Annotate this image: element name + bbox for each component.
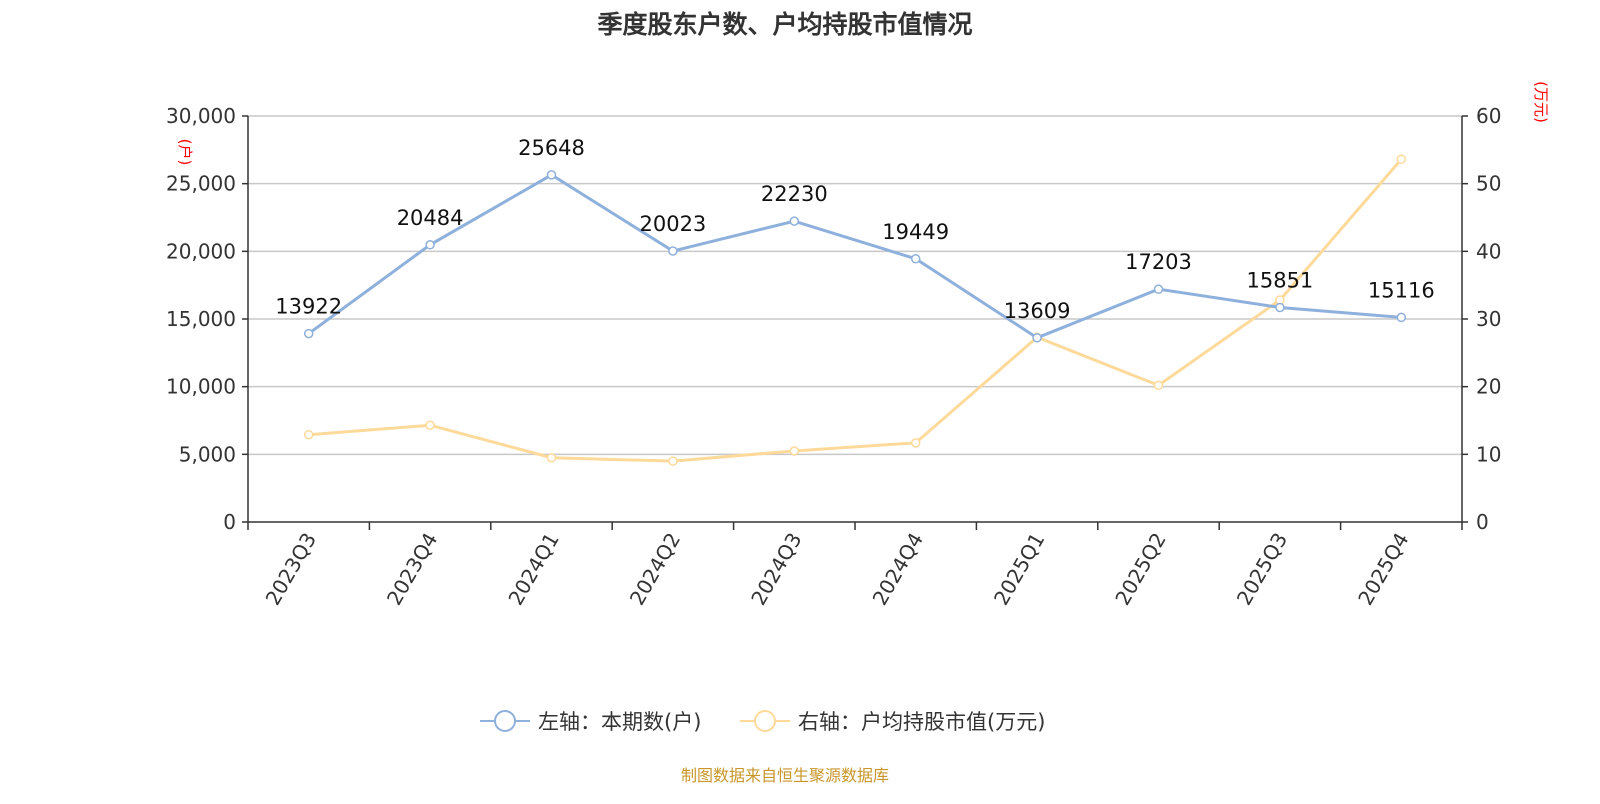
right-tick-label: 60 [1476,104,1501,128]
data-label: 15851 [1246,268,1313,292]
data-label: 13609 [1004,299,1071,323]
data-label: 20484 [397,206,464,230]
left-axis-unit: (户) [176,139,194,166]
x-tick-label: 2025Q4 [1353,529,1413,610]
x-tick-label: 2024Q3 [746,529,806,610]
data-label: 22230 [761,182,828,206]
left-tick-label: 10,000 [166,375,236,399]
legend-label: 右轴：户均持股市值(万元) [798,710,1045,734]
data-point-right [789,446,800,456]
x-tick-label: 2023Q4 [382,529,442,610]
data-label: 25648 [518,136,585,160]
data-point-right [668,456,678,466]
x-tick-label: 2024Q4 [868,529,928,610]
x-tick-label: 2025Q2 [1110,529,1170,610]
data-point-left [1153,284,1164,294]
data-label: 13922 [275,295,342,319]
left-tick-label: 15,000 [166,307,236,331]
right-tick-label: 20 [1476,375,1501,399]
data-point-left [1396,312,1407,323]
series-line-left [307,173,1402,340]
data-point-right [546,452,557,463]
right-tick-label: 10 [1476,442,1501,466]
left-tick-label: 0 [223,510,236,534]
x-tick-label: 2024Q1 [503,529,563,610]
series-line-right [308,158,1403,463]
right-tick-label: 30 [1476,307,1501,331]
legend-label: 左轴：本期数(户) [538,710,701,734]
left-tick-label: 20,000 [166,239,236,263]
data-point-right [1153,380,1164,391]
data-label: 20023 [639,212,706,236]
x-tick-label: 2024Q2 [625,529,685,610]
left-tick-label: 30,000 [166,104,236,128]
data-label: 15116 [1368,278,1435,302]
data-point-left [789,216,800,226]
data-point-right [910,438,921,448]
data-point-left [1032,333,1042,343]
x-tick-label: 2023Q3 [261,529,321,610]
source-note: 制图数据来自恒生聚源数据库 [681,766,889,785]
right-tick-label: 0 [1476,510,1489,534]
data-label: 19449 [882,220,949,244]
chart-title: 季度股东户数、户均持股市值情况 [597,10,972,39]
data-point-left [1275,302,1285,313]
right-tick-label: 50 [1476,172,1501,196]
legend: 左轴：本期数(户) 右轴：户均持股市值(万元) [480,710,1045,734]
data-point-left [910,254,921,264]
data-point-right [303,429,314,440]
data-point-left [668,246,678,256]
data-point-left [546,170,557,180]
x-tick-label: 2025Q1 [989,529,1049,610]
left-tick-label: 5,000 [179,442,236,466]
data-point-right [425,420,435,430]
legend-marker [494,710,516,732]
data-label: 17203 [1125,250,1192,274]
right-tick-label: 40 [1476,239,1501,263]
left-tick-label: 25,000 [166,172,236,196]
data-point-left [303,328,314,339]
data-point-left [425,240,435,250]
x-tick-label: 2025Q3 [1232,529,1292,610]
legend-marker [754,710,776,732]
right-axis-unit: (万元) [1532,81,1550,123]
data-point-right [1396,154,1407,165]
